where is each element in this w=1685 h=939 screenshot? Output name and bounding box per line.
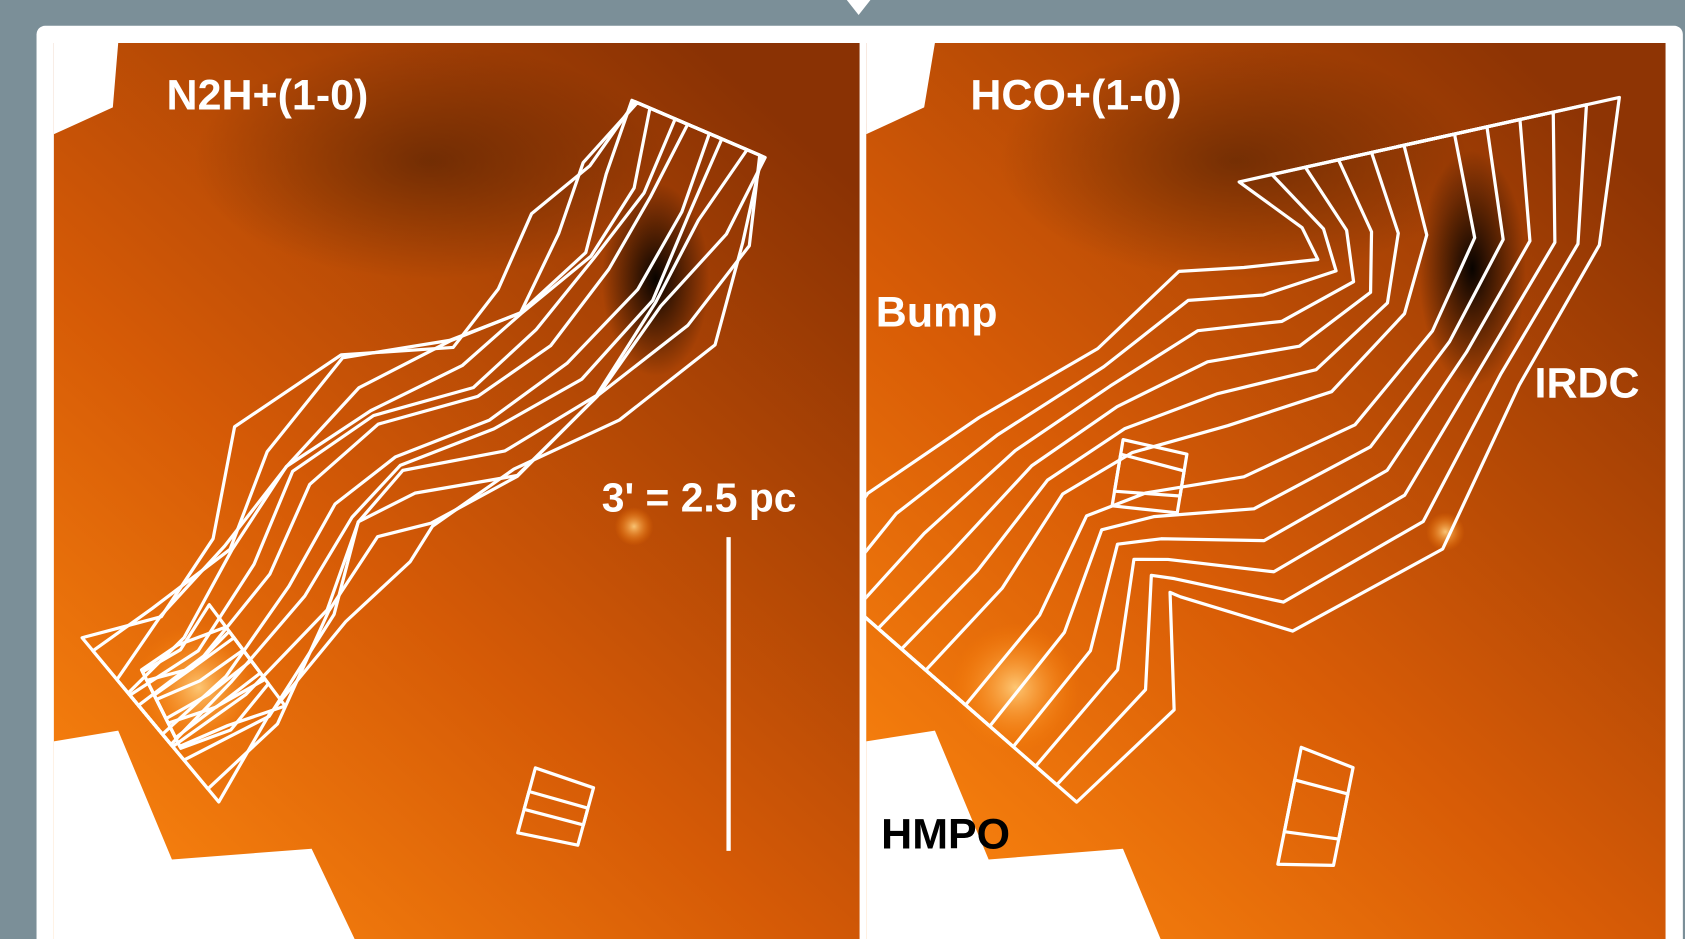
annotation: HMPO bbox=[881, 811, 1010, 859]
contour bbox=[1276, 745, 1355, 868]
contour bbox=[115, 98, 767, 762]
blank bbox=[866, 42, 935, 135]
panel-title: N2H+(1-0) bbox=[167, 72, 369, 120]
scale-label: 3' = 2.5 pc bbox=[602, 474, 797, 520]
contour bbox=[140, 603, 287, 748]
blank bbox=[866, 730, 1161, 939]
pointer bbox=[846, 0, 871, 16]
contour bbox=[866, 95, 1621, 804]
contour bbox=[80, 100, 764, 804]
blank bbox=[53, 730, 355, 939]
right-panel bbox=[866, 42, 1666, 939]
annotation: Bump bbox=[876, 289, 998, 337]
annotation: IRDC bbox=[1535, 360, 1640, 408]
blank bbox=[53, 42, 119, 135]
contour bbox=[516, 766, 596, 847]
left-panel bbox=[53, 42, 860, 939]
dark-cloud bbox=[193, 42, 667, 280]
panel-title: HCO+(1-0) bbox=[970, 72, 1181, 120]
glow bbox=[614, 507, 654, 546]
dark-cloud bbox=[999, 42, 1473, 280]
contour bbox=[1110, 438, 1189, 515]
